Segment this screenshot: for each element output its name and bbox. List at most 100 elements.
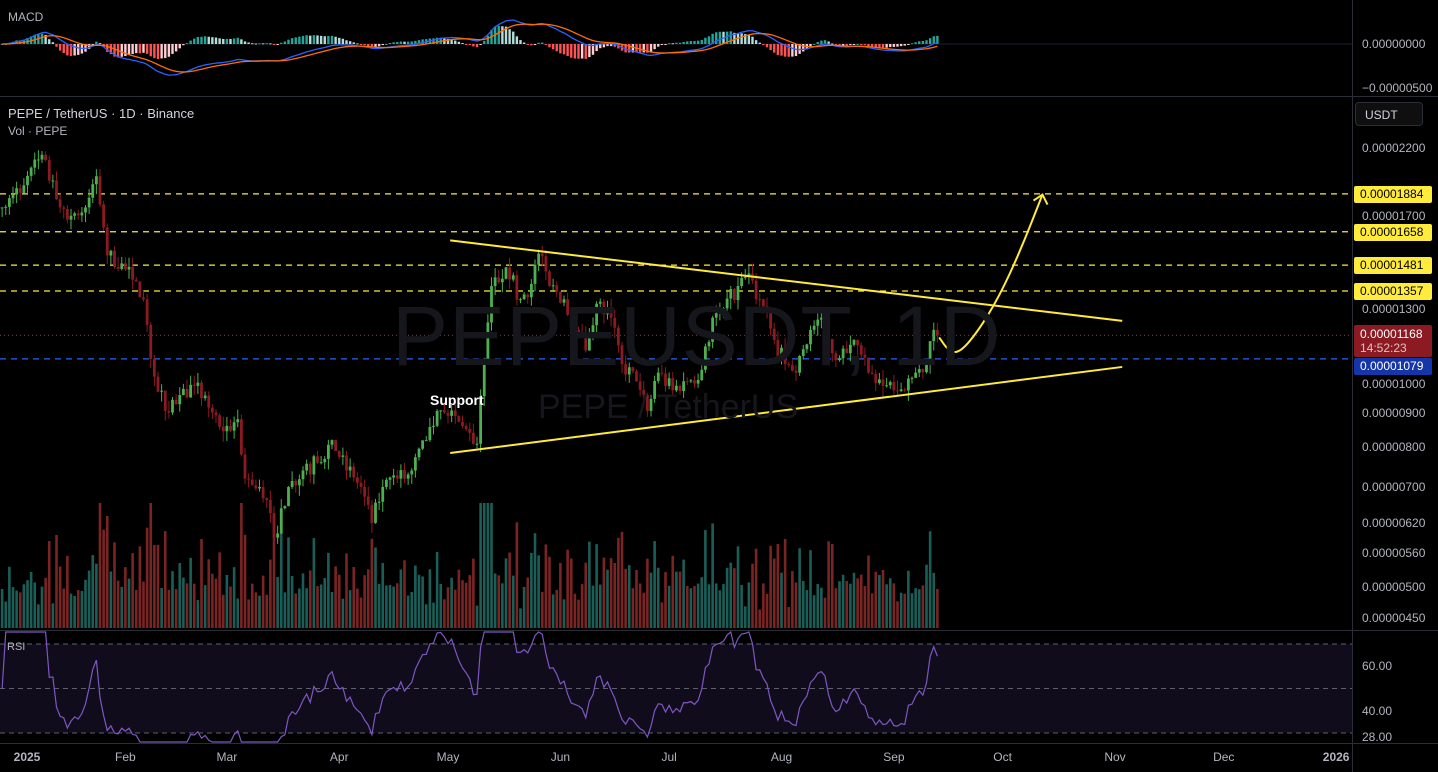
candle[interactable] bbox=[656, 367, 660, 384]
candle[interactable] bbox=[627, 362, 631, 383]
candle[interactable] bbox=[671, 372, 675, 397]
volume-label[interactable]: Vol · PEPE bbox=[8, 124, 68, 138]
candle[interactable] bbox=[47, 155, 51, 184]
candle[interactable] bbox=[258, 479, 261, 492]
candle[interactable] bbox=[569, 314, 573, 337]
candle[interactable] bbox=[268, 490, 272, 523]
candle[interactable] bbox=[888, 380, 892, 389]
candle[interactable] bbox=[606, 300, 609, 320]
candle[interactable] bbox=[163, 390, 167, 421]
candle[interactable] bbox=[18, 184, 22, 201]
candle[interactable] bbox=[540, 245, 544, 267]
candle[interactable] bbox=[301, 466, 305, 487]
candle[interactable] bbox=[544, 250, 548, 280]
candle[interactable] bbox=[109, 249, 113, 265]
candle[interactable] bbox=[899, 382, 903, 393]
candle[interactable] bbox=[276, 525, 280, 544]
candle[interactable] bbox=[892, 374, 896, 395]
candle[interactable] bbox=[725, 289, 729, 315]
candle[interactable] bbox=[65, 205, 69, 224]
candle[interactable] bbox=[667, 372, 671, 390]
candle[interactable] bbox=[142, 290, 145, 302]
candle[interactable] bbox=[138, 280, 142, 298]
candle[interactable] bbox=[131, 257, 135, 290]
candle[interactable] bbox=[326, 439, 330, 470]
candle[interactable] bbox=[22, 178, 26, 194]
candle[interactable] bbox=[736, 277, 740, 310]
candle[interactable] bbox=[566, 292, 570, 317]
candle[interactable] bbox=[794, 364, 798, 381]
candle[interactable] bbox=[287, 486, 290, 507]
candle[interactable] bbox=[841, 345, 845, 365]
candle[interactable] bbox=[200, 380, 203, 406]
candle[interactable] bbox=[497, 270, 501, 284]
candle[interactable] bbox=[348, 458, 352, 478]
candle[interactable] bbox=[374, 498, 377, 524]
candle[interactable] bbox=[555, 281, 559, 297]
candle[interactable] bbox=[98, 168, 102, 208]
candle[interactable] bbox=[718, 302, 722, 321]
candle[interactable] bbox=[435, 409, 439, 428]
candle[interactable] bbox=[834, 350, 838, 368]
candle[interactable] bbox=[584, 326, 588, 353]
candle[interactable] bbox=[250, 471, 254, 486]
candle[interactable] bbox=[765, 297, 769, 319]
candle[interactable] bbox=[105, 223, 109, 264]
candle[interactable] bbox=[196, 372, 200, 394]
candle[interactable] bbox=[225, 416, 229, 441]
candle[interactable] bbox=[620, 341, 624, 374]
candle[interactable] bbox=[345, 450, 348, 480]
candle[interactable] bbox=[461, 415, 464, 429]
candle[interactable] bbox=[399, 464, 403, 488]
candle[interactable] bbox=[896, 380, 899, 396]
candle[interactable] bbox=[421, 440, 425, 451]
candle[interactable] bbox=[388, 476, 392, 490]
candle[interactable] bbox=[700, 365, 704, 382]
candle[interactable] bbox=[906, 375, 910, 401]
candle[interactable] bbox=[551, 278, 555, 291]
candle[interactable] bbox=[529, 279, 533, 306]
candle[interactable] bbox=[613, 309, 617, 338]
candle[interactable] bbox=[823, 311, 827, 326]
candle[interactable] bbox=[91, 178, 95, 204]
candle[interactable] bbox=[355, 472, 359, 489]
candle[interactable] bbox=[330, 439, 334, 450]
candle[interactable] bbox=[638, 373, 642, 397]
candle[interactable] bbox=[591, 317, 595, 341]
candle[interactable] bbox=[751, 263, 754, 284]
candle[interactable] bbox=[84, 204, 87, 223]
candle[interactable] bbox=[558, 291, 562, 304]
candle[interactable] bbox=[40, 150, 44, 164]
lower-support-trendline[interactable] bbox=[450, 365, 1123, 455]
candle[interactable] bbox=[439, 410, 443, 420]
candle[interactable] bbox=[120, 256, 124, 271]
candle[interactable] bbox=[772, 322, 776, 345]
candle[interactable] bbox=[210, 404, 214, 420]
candle[interactable] bbox=[722, 307, 725, 319]
candle[interactable] bbox=[827, 320, 831, 343]
candle[interactable] bbox=[239, 414, 243, 457]
candle[interactable] bbox=[312, 454, 316, 485]
candle[interactable] bbox=[145, 294, 149, 332]
candle[interactable] bbox=[410, 468, 414, 484]
candle[interactable] bbox=[403, 463, 406, 484]
candle[interactable] bbox=[845, 340, 849, 354]
candle[interactable] bbox=[123, 257, 127, 271]
candle[interactable] bbox=[870, 364, 874, 375]
candle[interactable] bbox=[464, 423, 468, 432]
candle[interactable] bbox=[816, 310, 820, 336]
candle[interactable] bbox=[457, 415, 461, 423]
candle[interactable] bbox=[272, 506, 276, 548]
candle[interactable] bbox=[548, 269, 551, 287]
candle[interactable] bbox=[848, 335, 852, 362]
candle[interactable] bbox=[413, 453, 417, 478]
candle[interactable] bbox=[874, 369, 878, 392]
level-price-badge[interactable]: 0.00001658 bbox=[1354, 223, 1432, 241]
candle[interactable] bbox=[526, 293, 530, 304]
candle[interactable] bbox=[453, 403, 457, 424]
candle[interactable] bbox=[442, 402, 446, 414]
signal-line[interactable] bbox=[2, 23, 938, 73]
candle[interactable] bbox=[160, 384, 164, 402]
candle[interactable] bbox=[406, 472, 410, 485]
projection-arrow[interactable] bbox=[938, 194, 1044, 353]
